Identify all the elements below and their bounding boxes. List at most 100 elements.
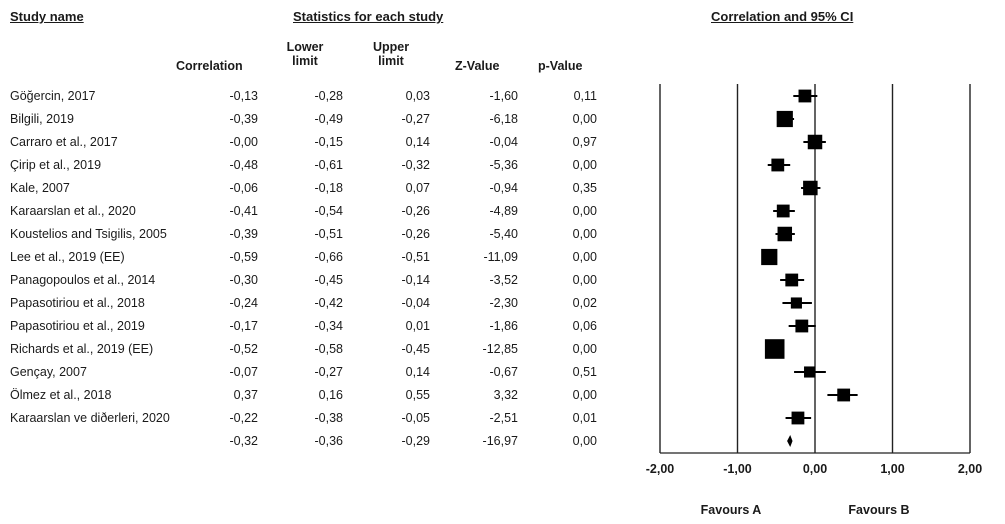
correlation-cell: -0,59	[229, 250, 259, 264]
effect-marker	[803, 180, 818, 196]
study-name-cell: Kale, 2007	[10, 181, 70, 195]
study-name-cell: Göğercin, 2017	[10, 89, 96, 103]
z-value-cell: -2,30	[489, 296, 519, 310]
lower-limit-cell: -0,66	[314, 250, 344, 264]
effect-marker	[785, 273, 799, 287]
upper-limit-cell: 0,07	[405, 181, 430, 195]
upper-limit-cell: 0,14	[405, 365, 430, 379]
z-value-cell: -3,52	[489, 273, 519, 287]
upper-limit-cell: -0,04	[401, 296, 431, 310]
z-value-cell: -0,67	[489, 365, 519, 379]
x-tick-label: -1,00	[723, 462, 752, 476]
col-header-z-value: Z-Value	[455, 59, 500, 73]
z-value-cell: 3,32	[493, 388, 518, 402]
z-value-cell: -1,86	[489, 319, 519, 333]
lower-limit-cell: -0,58	[314, 342, 344, 356]
p-value-cell: 0,00	[572, 388, 597, 402]
study-name-cell: Papasotiriou et al., 2018	[10, 296, 145, 310]
upper-limit-cell: 0,55	[405, 388, 430, 402]
lower-limit-cell: -0,61	[314, 158, 344, 172]
lower-limit-cell: -0,28	[314, 89, 344, 103]
correlation-cell: 0,37	[233, 388, 258, 402]
z-value-cell: -0,04	[489, 135, 519, 149]
plot-title: Correlation and 95% CI	[711, 9, 854, 24]
z-value-cell: -12,85	[482, 342, 518, 356]
lower-limit-cell: -0,54	[314, 204, 344, 218]
upper-limit-cell: 0,01	[405, 319, 430, 333]
lower-limit-cell: -0,49	[314, 112, 344, 126]
upper-limit-cell: -0,32	[401, 158, 431, 172]
x-tick-label: -2,00	[646, 462, 675, 476]
z-value-cell: -0,94	[489, 181, 519, 195]
z-value-cell: -5,40	[489, 227, 519, 241]
correlation-cell: -0,39	[229, 112, 259, 126]
statistics-header: Statistics for each study	[293, 9, 444, 24]
col-header-correlation: Correlation	[176, 59, 243, 73]
col-header-upper-limit: Upper limit	[372, 40, 410, 68]
correlation-cell: -0,41	[229, 204, 259, 218]
p-value-cell: 0,35	[572, 181, 597, 195]
lower-limit-cell: -0,38	[314, 411, 344, 425]
p-value-cell: 0,00	[572, 227, 597, 241]
p-value-cell: 0,00	[572, 250, 597, 264]
effect-marker	[795, 319, 809, 333]
p-value-cell: 0,00	[572, 273, 597, 287]
x-tick-label: 1,00	[880, 462, 904, 476]
study-name-cell: Papasotiriou et al., 2019	[10, 319, 145, 333]
z-value-cell: -16,97	[482, 434, 518, 448]
effect-marker	[777, 226, 793, 242]
p-value-cell: 0,02	[572, 296, 597, 310]
effect-marker	[776, 110, 793, 128]
correlation-cell: -0,32	[229, 434, 259, 448]
correlation-cell: -0,17	[229, 319, 259, 333]
x-tick-label: 0,00	[803, 462, 827, 476]
p-value-cell: 0,01	[572, 411, 597, 425]
upper-limit-cell: -0,26	[401, 204, 431, 218]
upper-limit-cell: -0,05	[401, 411, 431, 425]
upper-limit-cell: 0,14	[405, 135, 430, 149]
upper-limit-cell: -0,51	[401, 250, 431, 264]
upper-limit-cell: -0,29	[401, 434, 431, 448]
correlation-cell: -0,48	[229, 158, 259, 172]
col-header-p-value: p-Value	[538, 59, 583, 73]
p-value-cell: 0,97	[572, 135, 597, 149]
lower-limit-cell: -0,15	[314, 135, 344, 149]
p-value-cell: 0,00	[572, 434, 597, 448]
effect-marker	[776, 204, 790, 218]
study-name-cell: Lee et al., 2019 (EE)	[10, 250, 125, 264]
lower-limit-cell: -0,18	[314, 181, 344, 195]
upper-limit-cell: -0,26	[401, 227, 431, 241]
effect-marker	[771, 158, 785, 172]
effect-marker	[790, 297, 802, 309]
effect-marker	[807, 134, 823, 150]
correlation-cell: -0,07	[229, 365, 259, 379]
effect-marker	[764, 339, 785, 359]
study-name-cell: Bilgili, 2019	[10, 112, 74, 126]
z-value-cell: -11,09	[483, 250, 518, 264]
correlation-cell: -0,06	[229, 181, 259, 195]
effect-marker	[791, 411, 805, 425]
lower-limit-cell: -0,27	[314, 365, 344, 379]
study-name-cell: Richards et al., 2019 (EE)	[10, 342, 154, 356]
p-value-cell: 0,00	[572, 342, 597, 356]
correlation-cell: -0,39	[229, 227, 259, 241]
lower-limit-cell: -0,45	[314, 273, 344, 287]
correlation-cell: -0,52	[229, 342, 259, 356]
study-name-cell: Karaarslan ve diðerleri, 2020	[10, 411, 170, 425]
lower-limit-cell: -0,51	[314, 227, 344, 241]
lower-limit-cell: -0,42	[314, 296, 344, 310]
study-name-cell: Gençay, 2007	[10, 365, 87, 379]
effect-marker	[761, 248, 778, 266]
correlation-cell: -0,00	[229, 135, 259, 149]
upper-limit-cell: -0,14	[401, 273, 431, 287]
upper-limit-cell: 0,03	[405, 89, 430, 103]
x-tick-label: 2,00	[958, 462, 982, 476]
study-name-header: Study name	[10, 9, 84, 24]
study-name-cell: Panagopoulos et al., 2014	[10, 273, 156, 287]
lower-limit-cell: -0,34	[314, 319, 344, 333]
study-name-cell: Koustelios and Tsigilis, 2005	[10, 227, 167, 241]
z-value-cell: -5,36	[489, 158, 519, 172]
correlation-cell: -0,30	[229, 273, 259, 287]
correlation-cell: -0,24	[229, 296, 259, 310]
